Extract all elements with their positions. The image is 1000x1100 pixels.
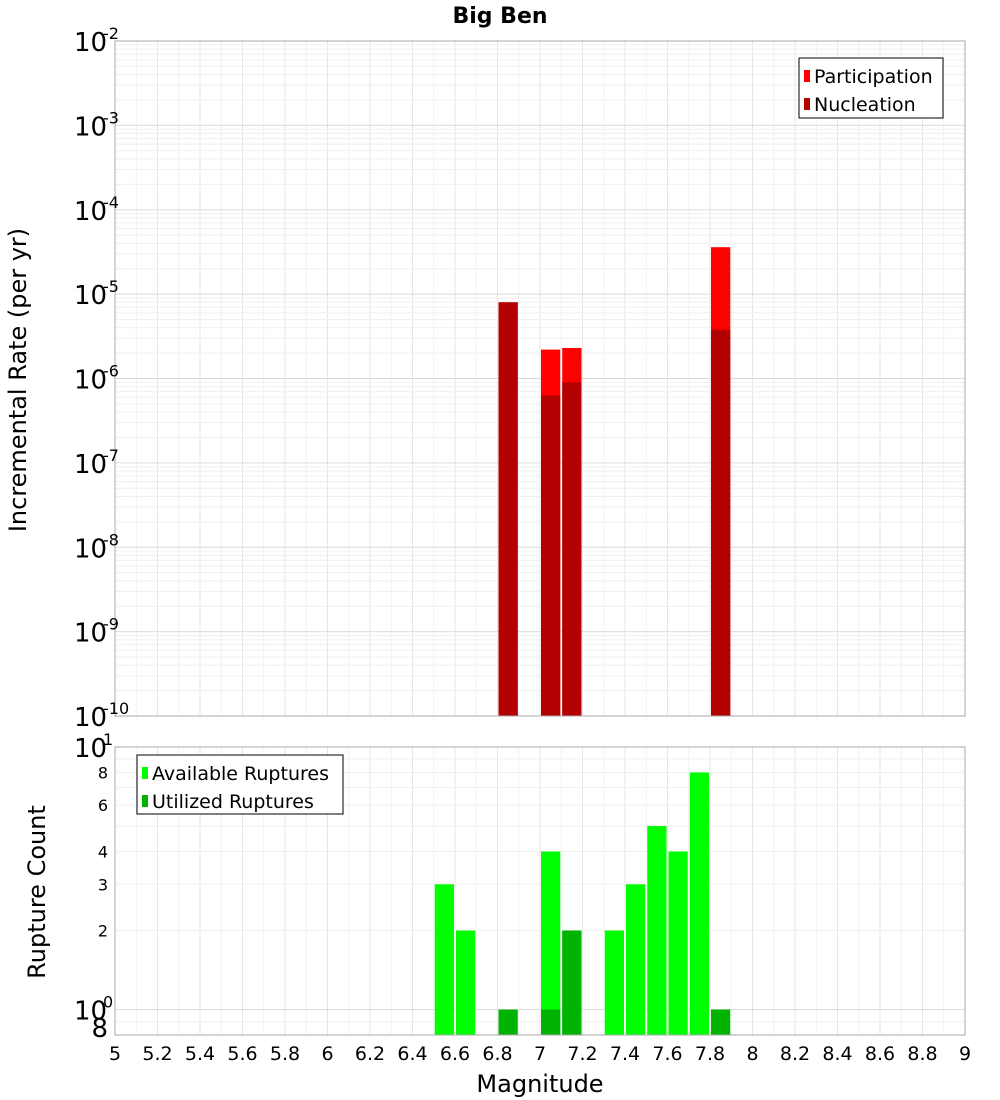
bottom-y-minor-tick-label: 2 bbox=[98, 922, 108, 941]
top-y-tick-label: 10 bbox=[74, 534, 107, 564]
x-tick-label: 7.6 bbox=[652, 1043, 682, 1065]
top-y-tick-exponent: -6 bbox=[103, 362, 119, 381]
bottom-y-minor-tick-label: 8 bbox=[91, 1014, 108, 1044]
x-axis-label: Magnitude bbox=[476, 1070, 603, 1098]
bottom-y-tick-exponent: 1 bbox=[103, 730, 113, 749]
bottom-plot-border bbox=[114, 746, 966, 1036]
top-y-tick-label: 10 bbox=[74, 197, 107, 227]
top-rate-panel: ParticipationNucleation10-1010-910-810-7… bbox=[74, 24, 966, 733]
bottom-bar-available-ruptures bbox=[434, 884, 454, 1035]
x-tick-label: 6.6 bbox=[440, 1043, 470, 1065]
bottom-y-tick-exponent: 0 bbox=[103, 993, 113, 1012]
x-tick-label: 7.4 bbox=[610, 1043, 640, 1065]
top-y-tick-exponent: -5 bbox=[103, 277, 119, 296]
bottom-bar-available-ruptures bbox=[626, 884, 646, 1035]
bottom-bar-available-ruptures bbox=[604, 930, 624, 1035]
x-tick-label: 9 bbox=[959, 1043, 971, 1065]
x-tick-label: 5.2 bbox=[142, 1043, 172, 1065]
top-bar-nucleation bbox=[711, 329, 731, 716]
top-y-tick-label: 10 bbox=[74, 366, 107, 396]
bottom-legend-label: Available Ruptures bbox=[152, 763, 329, 785]
top-bar-nucleation bbox=[562, 382, 582, 716]
top-bar-nucleation bbox=[498, 302, 518, 716]
top-y-tick-exponent: -8 bbox=[103, 530, 119, 549]
x-tick-label: 5.6 bbox=[227, 1043, 257, 1065]
top-legend bbox=[798, 57, 944, 119]
top-legend-swatch bbox=[804, 98, 810, 110]
bottom-legend-label: Utilized Ruptures bbox=[152, 791, 314, 813]
bottom-bar-available-ruptures bbox=[668, 851, 688, 1035]
top-y-tick-exponent: -9 bbox=[103, 615, 119, 634]
chart-title: Big Ben bbox=[452, 4, 547, 29]
top-y-tick-label: 10 bbox=[74, 281, 107, 311]
top-y-tick-label: 10 bbox=[74, 703, 107, 733]
bottom-legend bbox=[136, 754, 344, 815]
top-y-axis-label: Incremental Rate (per yr) bbox=[4, 228, 32, 532]
top-y-tick-label: 10 bbox=[74, 619, 107, 649]
x-tick-label: 6.4 bbox=[397, 1043, 427, 1065]
x-tick-label: 7.2 bbox=[567, 1043, 597, 1065]
top-legend-label: Participation bbox=[814, 66, 933, 88]
bottom-y-minor-tick-label: 3 bbox=[98, 875, 108, 894]
x-tick-label: 5.8 bbox=[270, 1043, 300, 1065]
top-y-tick-label: 10 bbox=[74, 112, 107, 142]
top-y-tick-exponent: -2 bbox=[103, 24, 119, 43]
bottom-y-tick-label: 10 bbox=[74, 734, 107, 764]
x-tick-label: 7.8 bbox=[695, 1043, 725, 1065]
bottom-y-minor-tick-label: 8 bbox=[98, 763, 108, 782]
x-tick-label: 6.2 bbox=[355, 1043, 385, 1065]
bottom-bar-utilized-ruptures bbox=[541, 1009, 561, 1035]
top-legend-swatch bbox=[804, 70, 810, 82]
top-y-tick-exponent: -7 bbox=[103, 446, 119, 465]
bottom-bar-available-ruptures bbox=[456, 930, 476, 1035]
bottom-bar-utilized-ruptures bbox=[711, 1009, 731, 1035]
bottom-y-minor-tick-label: 4 bbox=[98, 842, 108, 861]
bottom-bar-available-ruptures bbox=[647, 826, 667, 1035]
top-bar-nucleation bbox=[541, 395, 561, 716]
x-tick-label: 8.6 bbox=[865, 1043, 895, 1065]
bottom-bar-available-ruptures bbox=[689, 772, 709, 1035]
top-y-tick-exponent: -10 bbox=[103, 699, 129, 718]
top-y-tick-exponent: -3 bbox=[103, 108, 119, 127]
x-tick-label: 5 bbox=[109, 1043, 121, 1065]
x-tick-label: 8.4 bbox=[822, 1043, 852, 1065]
bottom-bar-utilized-ruptures bbox=[562, 930, 582, 1035]
x-tick-label: 7 bbox=[534, 1043, 546, 1065]
x-tick-label: 6 bbox=[321, 1043, 333, 1065]
bottom-y-tick-label: 10 bbox=[74, 997, 107, 1027]
top-y-tick-label: 10 bbox=[74, 450, 107, 480]
top-plot-border bbox=[114, 40, 966, 717]
bottom-y-minor-tick-label: 6 bbox=[98, 796, 108, 815]
x-tick-label: 8.8 bbox=[907, 1043, 937, 1065]
bottom-bar-available-ruptures bbox=[541, 851, 561, 1035]
x-tick-label: 8.2 bbox=[780, 1043, 810, 1065]
x-tick-label: 6.8 bbox=[482, 1043, 512, 1065]
bottom-legend-swatch bbox=[142, 795, 148, 807]
bottom-y-axis-label: Rupture Count bbox=[23, 805, 51, 979]
top-y-tick-exponent: -4 bbox=[103, 193, 119, 212]
top-legend-label: Nucleation bbox=[814, 94, 916, 116]
x-tick-label: 8 bbox=[746, 1043, 758, 1065]
bottom-bar-utilized-ruptures bbox=[498, 1009, 518, 1035]
bottom-legend-swatch bbox=[142, 767, 148, 779]
x-tick-label: 5.4 bbox=[185, 1043, 215, 1065]
top-y-tick-label: 10 bbox=[74, 28, 107, 58]
